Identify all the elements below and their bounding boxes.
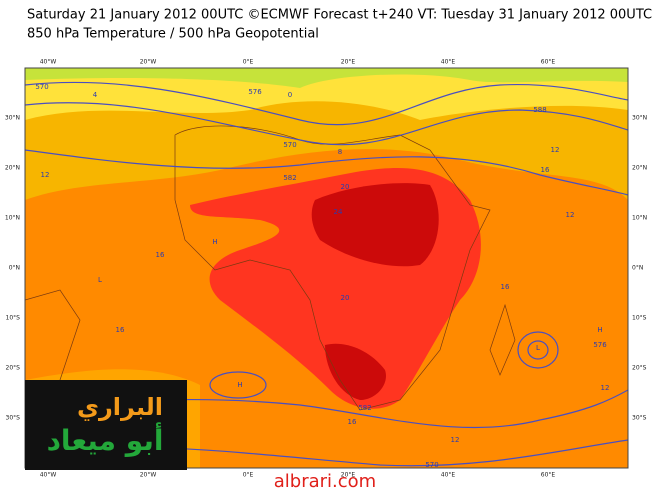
lat-label: 10°S	[6, 315, 21, 322]
contour-label: H	[212, 238, 217, 246]
contour-label: 570	[425, 461, 438, 469]
contour-label: 16	[541, 166, 550, 174]
contour-line	[25, 149, 628, 196]
contour-label: 570	[35, 83, 48, 91]
lat-label: 30°S	[632, 415, 647, 422]
watermark: albrari.com	[274, 471, 376, 491]
contour-label: 12	[601, 384, 610, 392]
lat-label: 10°N	[632, 215, 647, 222]
contour-label: 12	[451, 436, 460, 444]
contour-label: 582	[283, 174, 296, 182]
contour-label: 570	[283, 141, 296, 149]
contour-label: 24	[334, 208, 343, 216]
contour-label: 16	[348, 418, 357, 426]
contour-label: H	[597, 326, 602, 334]
contour-label: 12	[41, 171, 50, 179]
lat-label: 10°S	[632, 315, 647, 322]
lon-label: 20°W	[140, 472, 157, 479]
temp-hottest	[311, 183, 439, 267]
contour-label: L	[98, 276, 102, 284]
lon-label: 20°E	[341, 59, 356, 66]
contour-label: 12	[551, 146, 560, 154]
contour-line	[25, 102, 628, 146]
subtitle-line: 850 hPa Temperature / 500 hPa Geopotenti…	[27, 27, 319, 42]
logo-box	[25, 380, 187, 470]
contour-label: 20	[341, 183, 350, 191]
lat-label: 20°S	[632, 365, 647, 372]
logo-bottom: أبو ميعاد	[47, 422, 164, 457]
contour-label: 12	[566, 211, 575, 219]
contour-label: 20	[341, 294, 350, 302]
lat-label: 20°N	[632, 165, 647, 172]
lon-label: 40°W	[40, 59, 57, 66]
lat-label: 20°N	[5, 165, 20, 172]
contour-label: 582	[358, 404, 371, 412]
contour-line	[209, 371, 267, 399]
lon-label: 0°E	[243, 59, 254, 66]
contour-label: 16	[156, 251, 165, 259]
coastline-madagascar	[489, 303, 516, 376]
contour-line	[517, 331, 559, 369]
logo: البراري أبو ميعاد	[25, 380, 187, 470]
logo-top: البراري	[77, 393, 163, 421]
lon-label: 40°E	[441, 472, 456, 479]
lon-label: 60°E	[541, 59, 556, 66]
lat-label: 0°N	[632, 265, 643, 272]
contour-label: 576	[593, 341, 607, 349]
contour-line	[25, 81, 628, 126]
lon-label: 20°W	[140, 59, 157, 66]
map-frame	[24, 67, 629, 469]
lon-label: 0°E	[243, 472, 254, 479]
title-line: Saturday 21 January 2012 00UTC ©ECMWF Fo…	[27, 8, 652, 23]
lat-label: 0°N	[9, 265, 20, 272]
contour-label: H	[237, 381, 242, 389]
contour-line	[527, 340, 549, 360]
lat-label: 20°S	[6, 365, 21, 372]
lon-label: 60°E	[541, 472, 556, 479]
lon-label: 40°W	[40, 472, 57, 479]
contour-label: 4	[93, 91, 98, 99]
contour-label: 576	[248, 88, 262, 96]
contour-label: 588	[533, 106, 546, 114]
lat-label: 30°N	[632, 115, 647, 122]
lon-label: 20°E	[341, 472, 356, 479]
contour-label: L	[536, 344, 540, 352]
lat-label: 30°N	[5, 115, 20, 122]
contour-label: 0	[288, 91, 292, 99]
lon-label: 40°E	[441, 59, 456, 66]
temp-hottest	[325, 343, 386, 400]
temp-cold	[25, 68, 628, 88]
lat-label: 30°S	[6, 415, 21, 422]
lat-label: 10°N	[5, 215, 20, 222]
contour-label: 8	[338, 148, 342, 156]
contour-label: 16	[501, 283, 510, 291]
contour-label: 16	[116, 326, 125, 334]
